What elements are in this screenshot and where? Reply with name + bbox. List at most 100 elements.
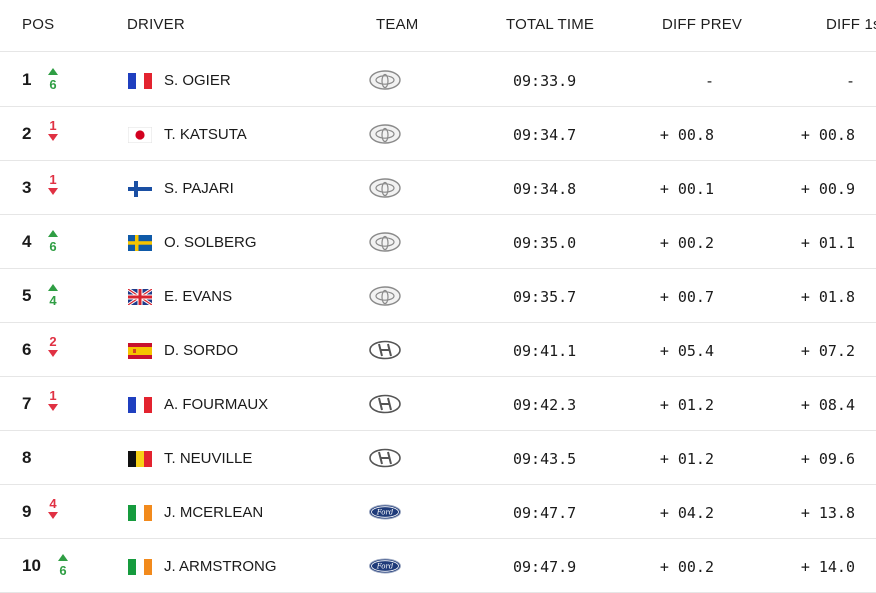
table-row[interactable]: 10 6 J. ARMSTRONG Ford 09:47.9 + 00.2 + 14.0: [0, 539, 876, 593]
position-change: 1: [49, 388, 57, 403]
total-time: 09:41.1: [513, 342, 577, 360]
arrow-up-icon: [48, 230, 58, 237]
position: 2: [22, 124, 32, 143]
uk-flag-icon: [128, 289, 152, 305]
driver-name[interactable]: J. MCERLEAN: [164, 504, 264, 521]
position: 4: [22, 232, 32, 251]
table-header: POS DRIVER TEAM TOTAL TIME DIFF PREV DIF…: [0, 0, 876, 52]
diff-first: + 13.8: [800, 504, 855, 522]
svg-text:Ford: Ford: [376, 563, 394, 571]
position-down-indicator: 1: [46, 119, 60, 151]
diff-prev: + 00.8: [659, 126, 714, 144]
svg-text:Ford: Ford: [376, 509, 394, 517]
header-driver[interactable]: DRIVER: [127, 16, 185, 33]
hyundai-logo-icon: [368, 446, 402, 470]
driver-name[interactable]: O. SOLBERG: [164, 234, 257, 251]
position-down-indicator: 2: [46, 335, 60, 367]
total-time: 09:35.0: [513, 234, 577, 252]
diff-prev: + 00.2: [659, 234, 714, 252]
toyota-logo-icon: [368, 122, 402, 146]
position-up-indicator: 6: [56, 551, 70, 583]
position-change: 6: [49, 239, 57, 254]
diff-prev: + 01.2: [659, 450, 714, 468]
total-time: 09:35.7: [513, 288, 577, 306]
position-down-indicator: 1: [46, 173, 60, 205]
header-total-time[interactable]: TOTAL TIME: [506, 16, 595, 33]
diff-first: + 09.6: [800, 450, 855, 468]
driver-name[interactable]: S. PAJARI: [164, 180, 234, 197]
position-down-indicator: 1: [46, 389, 60, 421]
belgium-flag-icon: [128, 451, 152, 467]
position-change: 6: [49, 77, 57, 92]
diff-prev: + 00.1: [659, 180, 714, 198]
position: 5: [22, 286, 32, 305]
driver-name[interactable]: T. NEUVILLE: [164, 450, 253, 467]
hyundai-logo-icon: [368, 392, 402, 416]
diff-first: + 01.8: [800, 288, 855, 306]
ireland-flag-icon: [128, 505, 152, 521]
arrow-down-icon: [48, 350, 58, 357]
diff-first: + 14.0: [800, 558, 855, 576]
driver-name[interactable]: A. FOURMAUX: [164, 396, 269, 413]
ford-logo-icon: Ford: [368, 554, 402, 578]
france-flag-icon: [128, 397, 152, 413]
header-diff-prev[interactable]: DIFF PREV: [662, 16, 743, 33]
arrow-up-icon: [58, 554, 68, 561]
position: 7: [22, 394, 32, 413]
position: 8: [22, 448, 32, 467]
toyota-logo-icon: [368, 176, 402, 200]
diff-first: + 01.1: [800, 234, 855, 252]
position: 9: [22, 502, 32, 521]
position-up-indicator: 6: [46, 227, 60, 259]
position-change: 4: [49, 496, 57, 511]
total-time: 09:34.7: [513, 126, 577, 144]
table-row[interactable]: 5 4 E. EVANS 09:35.7 + 00.7 + 01.8: [0, 269, 876, 323]
position: 3: [22, 178, 32, 197]
diff-first: + 00.8: [800, 126, 855, 144]
position-change: 2: [49, 334, 57, 349]
driver-name[interactable]: E. EVANS: [164, 288, 233, 305]
toyota-logo-icon: [368, 284, 402, 308]
diff-first: -: [845, 72, 855, 90]
toyota-logo-icon: [368, 230, 402, 254]
diff-prev: + 01.2: [659, 396, 714, 414]
driver-name[interactable]: D. SORDO: [164, 342, 239, 359]
table-row[interactable]: 8 T. NEUVILLE 09:43.5 + 01.2 + 09.6: [0, 431, 876, 485]
diff-prev: + 00.2: [659, 558, 714, 576]
total-time: 09:43.5: [513, 450, 577, 468]
position-down-indicator: 4: [46, 497, 60, 529]
position: 10: [22, 556, 41, 575]
total-time: 09:47.9: [513, 558, 577, 576]
table-row[interactable]: 6 2 D. SORDO 09:41.1 + 05.4 + 07.2: [0, 323, 876, 377]
arrow-up-icon: [48, 68, 58, 75]
japan-flag-icon: [128, 127, 152, 143]
header-pos[interactable]: POS: [22, 16, 55, 33]
ford-logo-icon: Ford: [368, 500, 402, 524]
table-row[interactable]: 7 1 A. FOURMAUX 09:42.3 + 01.2 + 08.4: [0, 377, 876, 431]
position-up-indicator: 4: [46, 281, 60, 313]
france-flag-icon: [128, 73, 152, 89]
position-change: 1: [49, 118, 57, 133]
driver-name[interactable]: S. OGIER: [164, 72, 231, 89]
position-change: 4: [49, 293, 57, 308]
arrow-down-icon: [48, 188, 58, 195]
spain-flag-icon: [128, 343, 152, 359]
arrow-down-icon: [48, 134, 58, 141]
table-row[interactable]: 9 4 J. MCERLEAN Ford 09:47.7 + 04.2 + 13.8: [0, 485, 876, 539]
arrow-down-icon: [48, 512, 58, 519]
total-time: 09:34.8: [513, 180, 577, 198]
ireland-flag-icon: [128, 559, 152, 575]
total-time: 09:33.9: [513, 72, 577, 90]
header-diff-first[interactable]: DIFF 1st: [826, 16, 876, 33]
driver-name[interactable]: J. ARMSTRONG: [164, 558, 277, 575]
table-row[interactable]: 1 6 S. OGIER 09:33.9 - -: [0, 53, 876, 107]
position-change: 1: [49, 172, 57, 187]
finland-flag-icon: [128, 181, 152, 197]
header-team[interactable]: TEAM: [376, 16, 419, 33]
table-row[interactable]: 3 1 S. PAJARI 09:34.8 + 00.1 + 00.9: [0, 161, 876, 215]
driver-name[interactable]: T. KATSUTA: [164, 126, 247, 143]
table-row[interactable]: 2 1 T. KATSUTA 09:34.7 + 00.8 + 00.8: [0, 107, 876, 161]
arrow-down-icon: [48, 404, 58, 411]
table-row[interactable]: 4 6 O. SOLBERG 09:35.0 + 00.2 + 01.1: [0, 215, 876, 269]
